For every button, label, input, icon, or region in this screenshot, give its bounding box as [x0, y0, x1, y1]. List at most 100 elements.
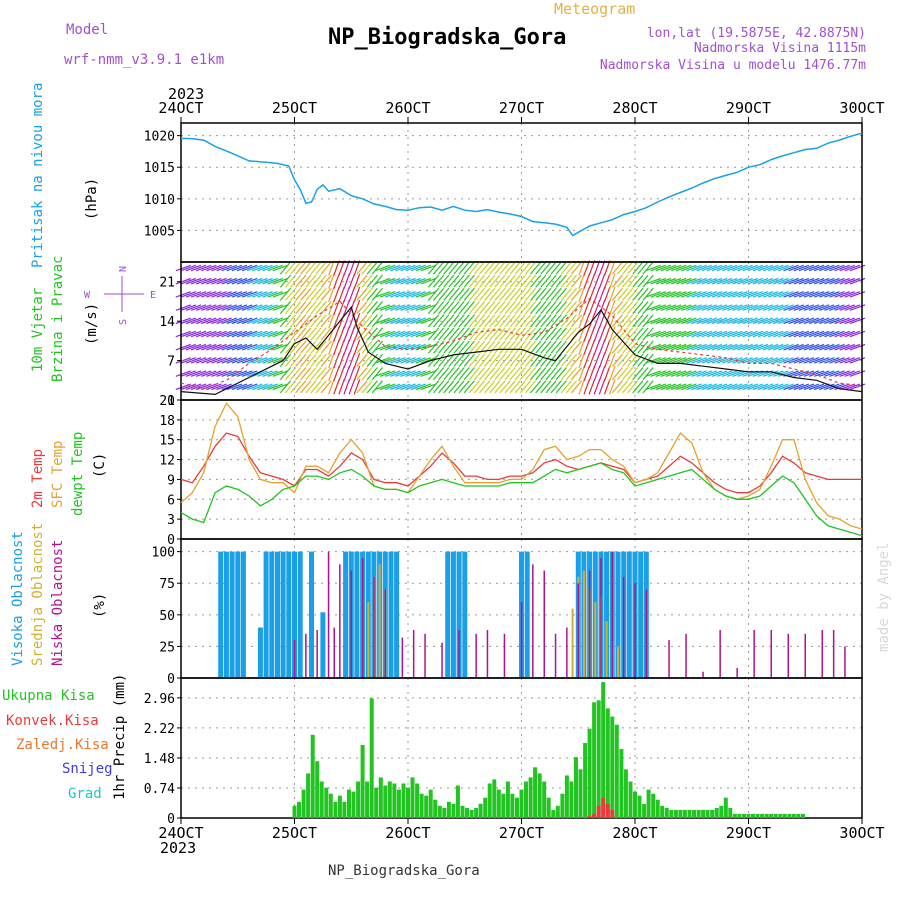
- wind-barb: [494, 353, 506, 367]
- wind-barb: [262, 357, 278, 364]
- wind-barb: [762, 370, 779, 377]
- precip-total-bar: [306, 773, 311, 818]
- wind-barb: [479, 314, 491, 328]
- wind-barb: [535, 301, 547, 315]
- wind-barb: [767, 383, 784, 391]
- wind-barb: [504, 327, 516, 341]
- wind-barb: [583, 286, 591, 303]
- wind-barb: [473, 274, 486, 288]
- wind-barb: [201, 357, 217, 364]
- wind-barb: [300, 367, 312, 381]
- wind-barb: [206, 317, 222, 325]
- wind-barb: [813, 357, 830, 364]
- wind-barb: [609, 260, 616, 276]
- wind-barb: [732, 357, 748, 364]
- wind-barb: [315, 274, 327, 288]
- wind-barb: [565, 340, 578, 354]
- wind-barb: [660, 317, 677, 325]
- wind-barb: [300, 314, 312, 328]
- wind-barb: [701, 277, 718, 285]
- precip-total-bar: [623, 769, 628, 818]
- low-cloud-bar: [554, 633, 557, 678]
- wind-barb: [676, 383, 692, 391]
- wind-barb: [732, 264, 748, 272]
- wind-barb: [681, 383, 697, 391]
- wind-barb: [545, 314, 557, 328]
- precip-total-bar: [433, 799, 438, 818]
- wind-barb: [468, 367, 480, 381]
- bottom-xtick-label: 27OCT: [499, 824, 544, 842]
- wind-barb: [468, 327, 480, 341]
- wind-barb: [829, 277, 845, 285]
- wind-barb: [813, 277, 830, 285]
- wind-barb: [371, 301, 383, 315]
- wind-barb: [611, 301, 623, 315]
- wind-barb: [371, 274, 383, 288]
- wind-barb: [356, 367, 368, 381]
- precip-total-bar: [510, 793, 515, 818]
- wind-barb: [570, 367, 583, 381]
- top-xtick-label: 29OCT: [726, 99, 771, 117]
- high-cloud-bar: [450, 551, 456, 678]
- mid-cloud-bar: [582, 570, 585, 678]
- wind-barb: [696, 264, 713, 272]
- wind-barb: [489, 261, 501, 275]
- wind-barb: [716, 370, 733, 377]
- wind-barb: [632, 340, 644, 354]
- wind-barb: [603, 286, 611, 303]
- wind-barb: [236, 343, 253, 351]
- wind-barb: [676, 370, 692, 377]
- wind-barb: [803, 291, 820, 298]
- wind-barb: [284, 353, 297, 367]
- wind-barb: [310, 340, 322, 354]
- wind-barb: [252, 330, 268, 338]
- wind-barb: [384, 383, 401, 391]
- low-cloud-bar: [339, 564, 341, 678]
- wind-barb: [676, 317, 692, 325]
- wind-barb: [379, 370, 396, 377]
- wind-barb: [231, 383, 248, 391]
- wind-barb: [262, 383, 278, 391]
- wind-barb: [711, 317, 728, 325]
- wind-barb: [427, 274, 440, 288]
- wind-barb: [333, 339, 340, 355]
- wind-barb: [609, 379, 616, 395]
- wind-barb: [701, 264, 718, 272]
- precip-total-bar: [328, 793, 333, 818]
- wind-barb: [305, 274, 317, 288]
- wind-barb: [247, 291, 263, 298]
- wind-barb: [583, 260, 591, 276]
- wind-barb: [670, 304, 687, 311]
- wind-barb: [778, 357, 794, 364]
- precip-total-bar: [455, 785, 460, 818]
- wind-barb: [384, 264, 401, 272]
- wind-unit: (m/s): [84, 303, 100, 345]
- precip-total-bar: [347, 789, 351, 818]
- wind-barb: [211, 343, 227, 351]
- wind-barb: [489, 287, 501, 301]
- wind-barb: [808, 343, 825, 351]
- wind-barb: [427, 340, 440, 354]
- wind-barb: [637, 367, 649, 381]
- wind-barb: [583, 352, 591, 369]
- wind-barb: [175, 264, 192, 272]
- wind-barb: [642, 261, 654, 275]
- wind-barb: [390, 291, 406, 298]
- wind-barb: [366, 287, 378, 301]
- wind-barb: [545, 340, 557, 354]
- wind-barb: [686, 370, 702, 377]
- wind-barb: [819, 277, 835, 285]
- wind-barb: [231, 304, 248, 311]
- wind-barb: [190, 357, 207, 364]
- wind-barb: [560, 274, 572, 288]
- wind-barb: [361, 340, 373, 354]
- low-cloud-bar: [543, 570, 545, 678]
- wind-barb: [514, 353, 526, 367]
- wind-barb: [410, 370, 426, 377]
- wind-barb: [405, 291, 421, 298]
- precip-total-bar: [537, 773, 542, 818]
- wind-barb: [773, 383, 789, 391]
- precip-total-bar: [587, 728, 592, 818]
- wind-barb: [343, 352, 350, 369]
- wind-barb: [627, 314, 639, 328]
